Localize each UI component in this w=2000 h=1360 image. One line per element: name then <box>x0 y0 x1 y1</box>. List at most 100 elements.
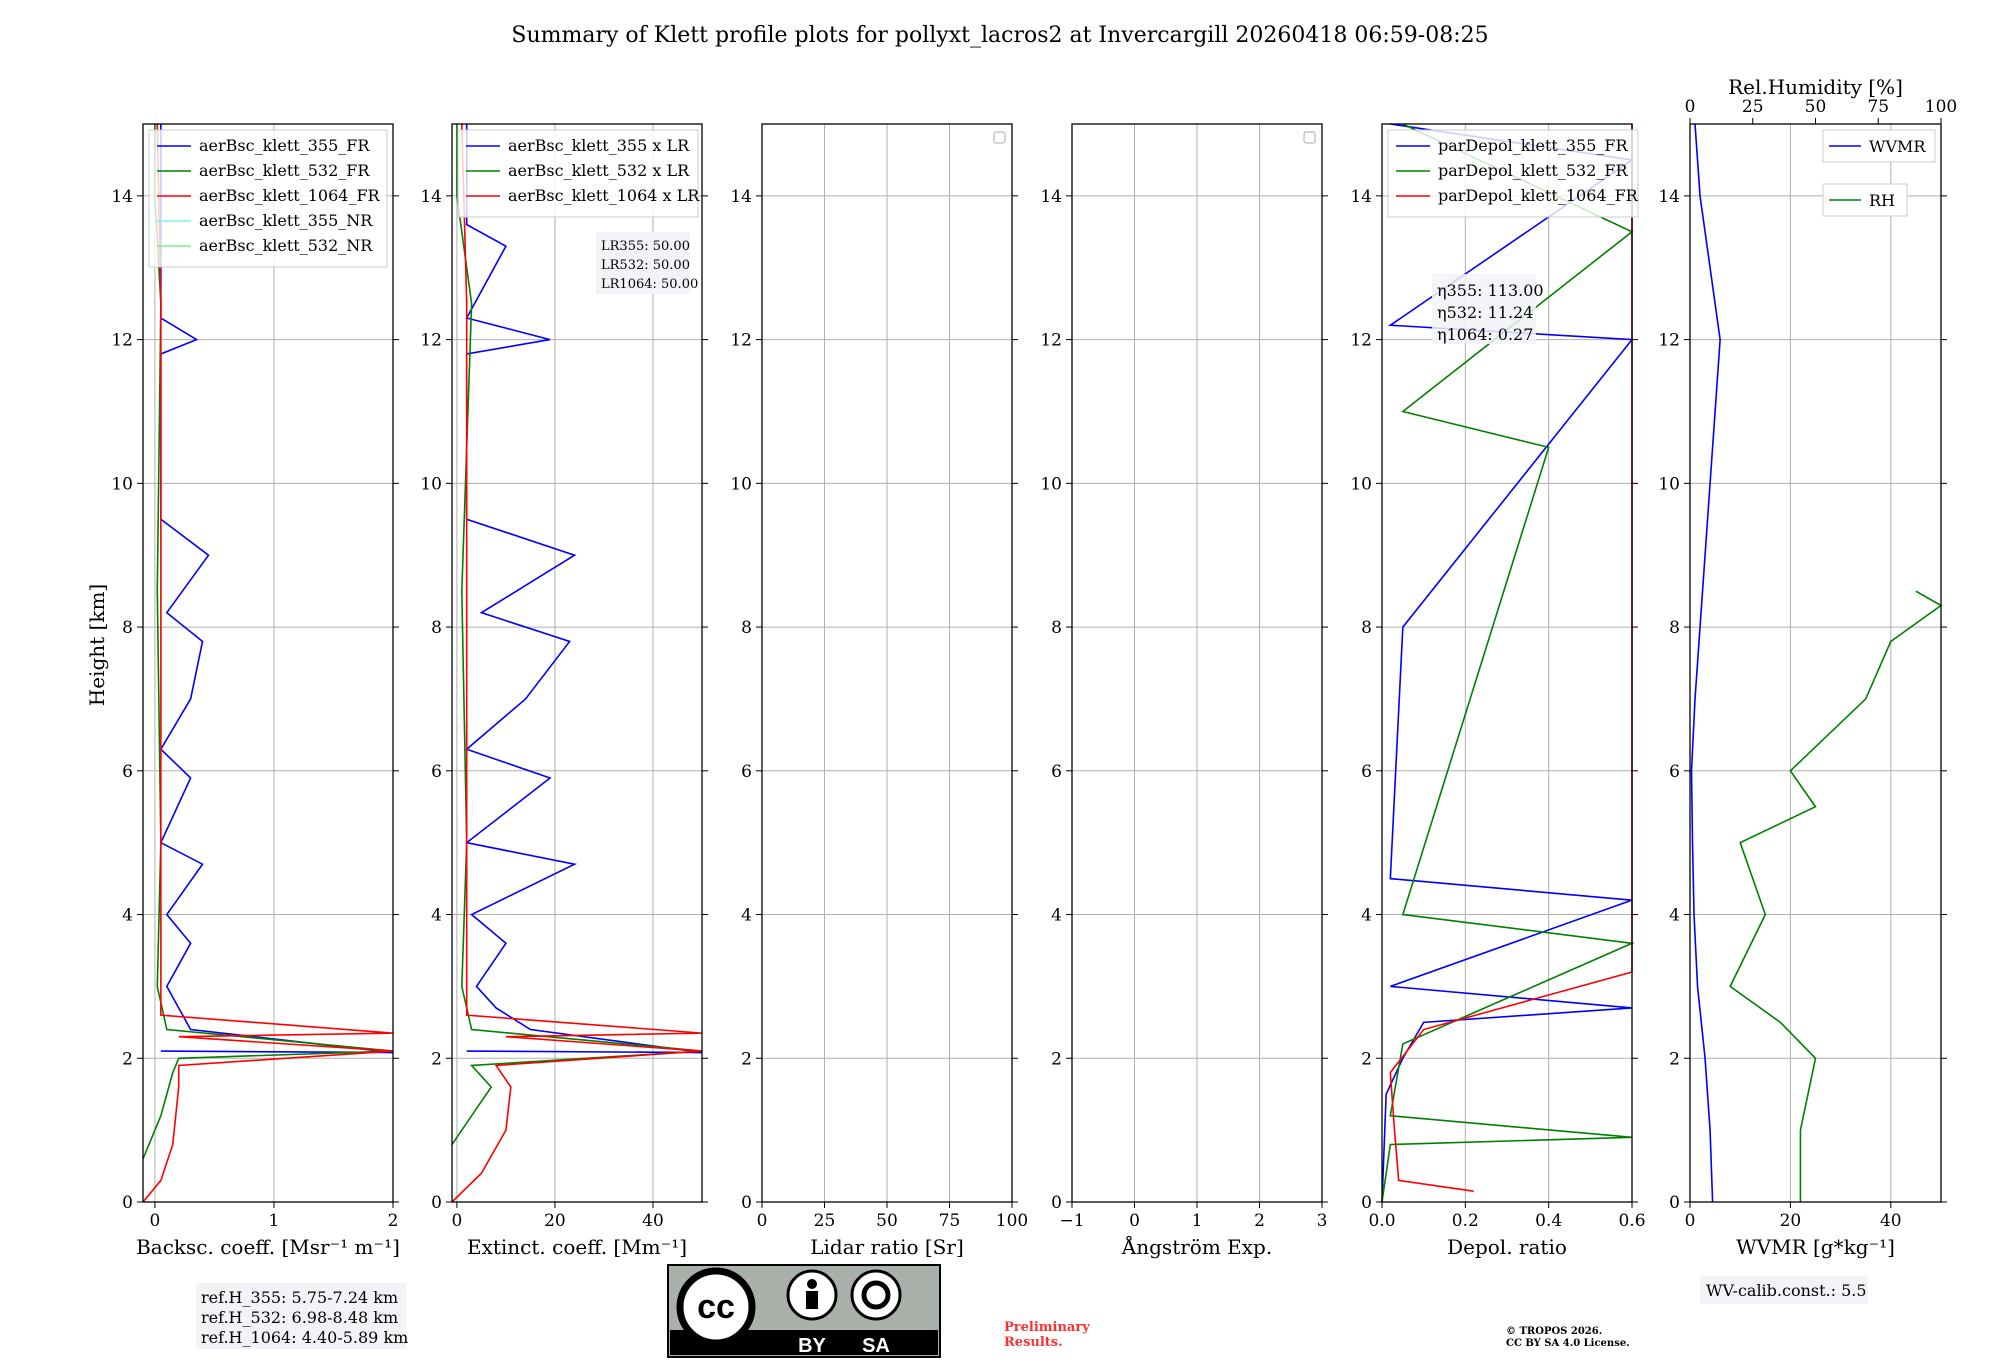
panel-depol: 0.0 0.2 0.4 0.6 0 2 4 6 8 10 12 14 Depol. ratio parDe… <box>1350 123 1646 1259</box>
y-tick-label: 6 <box>1669 762 1680 782</box>
figure-title: Summary of Klett profile plots for polly… <box>511 23 1488 48</box>
top-x-axis-label: Rel.Humidity [%] <box>1728 75 1903 99</box>
y-tick-label: 6 <box>431 762 442 782</box>
x-axis-label: Ångström Exp. <box>1121 1234 1272 1259</box>
y-tick-label: 10 <box>1658 474 1680 494</box>
cc-by-sa-badge: cc BY SA <box>667 1264 941 1358</box>
series-aerBsc_klett_1064 x LR <box>451 123 703 1203</box>
panel-wv: 0 20 40 0 2 4 6 8 10 12 14 WVMR [g*kg⁻¹] 0 25 50 75 100 R… <box>1658 75 1957 1304</box>
y-tick-label: 2 <box>741 1049 752 1069</box>
legend-label: aerBsc_klett_355_NR <box>199 211 373 230</box>
x-axis-label: Extinct. coeff. [Mm⁻¹] <box>467 1235 687 1259</box>
y-tick-label: 6 <box>741 762 752 782</box>
x-tick-label: 75 <box>939 1211 961 1231</box>
legend-label: aerBsc_klett_532_NR <box>199 236 373 255</box>
cc-logo-text: cc <box>697 1288 735 1326</box>
y-tick-label: 6 <box>1361 762 1372 782</box>
sa-sharealike-icon <box>850 1269 902 1321</box>
x-tick-label: 0.4 <box>1535 1211 1562 1231</box>
svg-text:η532: 11.24: η532: 11.24 <box>1437 303 1533 322</box>
svg-text:LR1064: 50.00: LR1064: 50.00 <box>601 277 698 292</box>
series-aerBsc_klett_355 x LR <box>464 124 703 1054</box>
y-tick-label: 4 <box>1669 906 1680 926</box>
x-tick-label: 2 <box>1254 1211 1265 1231</box>
y-tick-label: 8 <box>122 618 133 638</box>
y-tick-label: 4 <box>1051 906 1062 926</box>
y-tick-label: 12 <box>1040 331 1062 351</box>
x-axis-label: Depol. ratio <box>1447 1235 1567 1259</box>
y-tick-label: 2 <box>431 1049 442 1069</box>
top-x-tick-label: 25 <box>1742 97 1764 117</box>
svg-text:WVMR: WVMR <box>1869 137 1926 156</box>
y-tick-label: 10 <box>1040 474 1062 494</box>
cc-logo-icon <box>676 1267 756 1347</box>
y-tick-label: 2 <box>1361 1049 1372 1069</box>
y-tick-label: 12 <box>1350 331 1372 351</box>
axes-frame <box>1689 123 1942 1203</box>
y-tick-label: 12 <box>730 331 752 351</box>
copyright-line1: © TROPOS 2026. <box>1506 1326 1602 1337</box>
x-tick-label: 20 <box>544 1211 566 1231</box>
panel-ext: 0 20 40 0 2 4 6 8 10 12 14 Extinct. coeff. [Mm⁻¹] ae… <box>420 123 708 1259</box>
x-tick-label: 0 <box>757 1211 768 1231</box>
badge-sa: SA <box>862 1335 890 1357</box>
top-x-tick-label: 100 <box>1925 97 1957 117</box>
preliminary-line2: Results. <box>1004 1335 1063 1350</box>
panel-lr: 0 25 50 75 100 0 2 4 6 8 10 12 14 Lidar ratio [Sr] <box>730 123 1028 1259</box>
y-tick-label: 12 <box>420 331 442 351</box>
legend-label: aerBsc_klett_532_FR <box>199 161 370 180</box>
series-aerBsc_klett_1064_FR <box>142 123 394 1203</box>
x-tick-label: 1 <box>269 1211 280 1231</box>
y-tick-label: 0 <box>431 1193 442 1213</box>
empty-legend-box <box>993 131 1006 144</box>
axes-frame <box>142 123 394 1203</box>
y-tick-label: 14 <box>420 187 442 207</box>
y-tick-label: 8 <box>1669 618 1680 638</box>
y-tick-label: 10 <box>1350 474 1372 494</box>
x-tick-label: 0 <box>1129 1211 1140 1231</box>
y-tick-label: 14 <box>111 187 133 207</box>
y-tick-label: 14 <box>1040 187 1062 207</box>
y-tick-label: 0 <box>1361 1193 1372 1213</box>
svg-text:LR532: 50.00: LR532: 50.00 <box>601 258 690 273</box>
y-tick-label: 4 <box>431 906 442 926</box>
x-tick-label: 0 <box>149 1211 160 1231</box>
x-tick-label: 25 <box>814 1211 836 1231</box>
y-tick-label: 14 <box>730 187 752 207</box>
legend-rh: RH <box>1822 183 1908 217</box>
ref-h-1064: ref.H_1064: 4.40-5.89 km <box>201 1328 408 1347</box>
eta-annotation: η355: 113.00 η532: 11.24 η1064: 0.27 <box>1432 274 1544 344</box>
legend-bsc: aerBsc_klett_355_FR aerBsc_klett_532_FRae… <box>148 129 388 268</box>
x-tick-label: 40 <box>642 1211 664 1231</box>
y-tick-label: 2 <box>1669 1049 1680 1069</box>
x-axis-label: Backsc. coeff. [Msr⁻¹ m⁻¹] <box>136 1235 400 1259</box>
x-axis-label: Lidar ratio [Sr] <box>810 1235 964 1259</box>
y-tick-label: 8 <box>741 618 752 638</box>
y-tick-label: 4 <box>1361 906 1372 926</box>
legend-wvmr: WVMR <box>1822 129 1936 163</box>
y-tick-label: 0 <box>741 1193 752 1213</box>
legend-label: parDepol_klett_355_FR <box>1438 136 1629 155</box>
legend-label: parDepol_klett_1064_FR <box>1438 186 1639 205</box>
ref-h-355: ref.H_355: 5.75-7.24 km <box>201 1288 398 1307</box>
legend-label: aerBsc_klett_1064 x LR <box>508 186 700 205</box>
x-tick-label: −1 <box>1059 1211 1084 1231</box>
series-aerBsc_klett_532_FR <box>142 124 394 1160</box>
wv-calib-annotation: WV-calib.const.: 5.5 <box>1700 1276 1868 1304</box>
ref-h-532: ref.H_532: 6.98-8.48 km <box>201 1308 398 1327</box>
top-x-tick-label: 75 <box>1867 97 1889 117</box>
preliminary-line1: Preliminary <box>1004 1320 1090 1335</box>
x-tick-label: 100 <box>996 1211 1028 1231</box>
x-tick-label: 40 <box>1880 1211 1902 1231</box>
legend-depol: parDepol_klett_355_FR parDepol_klett_532_… <box>1387 129 1639 218</box>
x-tick-label: 1 <box>1192 1211 1203 1231</box>
y-tick-label: 8 <box>1361 618 1372 638</box>
svg-text:η355: 113.00: η355: 113.00 <box>1437 281 1544 300</box>
badge-by: BY <box>798 1335 826 1357</box>
x-tick-label: 50 <box>876 1211 898 1231</box>
axes-frame <box>1381 123 1633 1203</box>
y-tick-label: 0 <box>1669 1193 1680 1213</box>
y-tick-label: 10 <box>111 474 133 494</box>
